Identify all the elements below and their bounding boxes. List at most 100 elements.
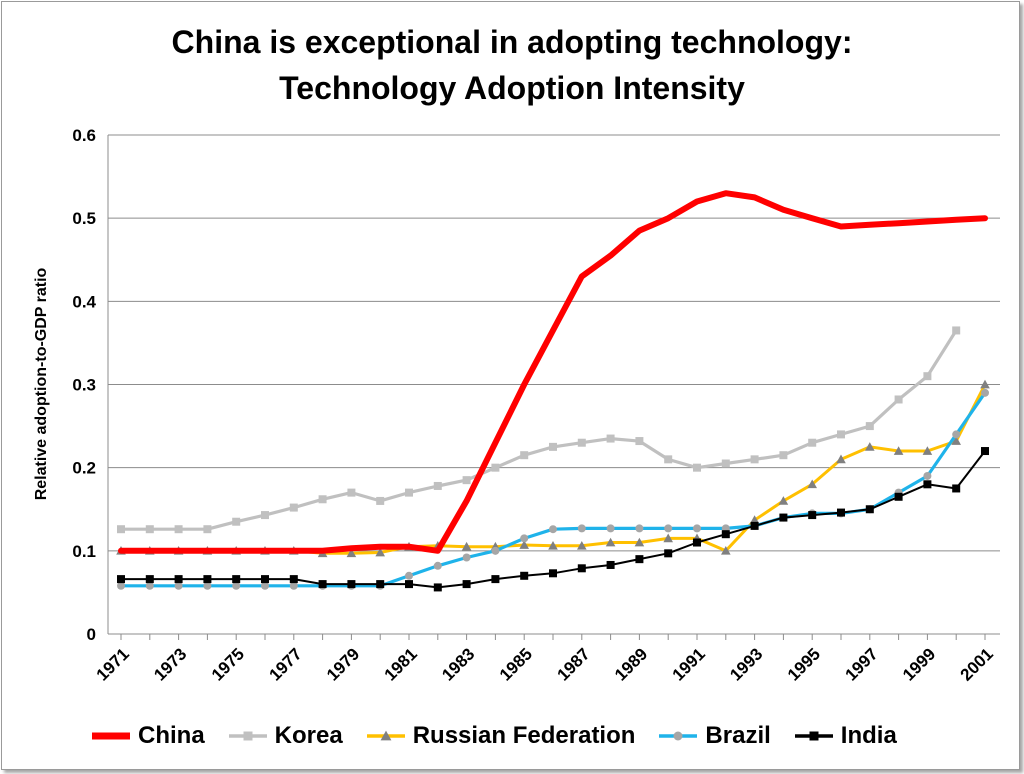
data-point: [203, 575, 212, 584]
data-point: [243, 731, 253, 741]
data-point: [433, 481, 442, 490]
legend-label: India: [840, 722, 897, 749]
legend-label: Korea: [274, 722, 343, 749]
data-point: [549, 525, 557, 534]
data-point: [174, 575, 183, 584]
data-point: [289, 503, 298, 512]
data-point: [606, 560, 615, 569]
data-point: [491, 463, 500, 472]
data-point: [865, 422, 874, 431]
data-point: [635, 437, 644, 446]
data-point: [347, 488, 356, 497]
data-point: [635, 555, 644, 564]
legend-swatch: [794, 731, 833, 741]
data-point: [922, 446, 933, 455]
data-point: [261, 575, 269, 584]
data-point: [433, 561, 442, 570]
legend-label: Brazil: [705, 722, 771, 749]
legend: China Korea Russian Federation Brazil India: [90, 722, 919, 750]
x-tick-label: 1973: [150, 644, 190, 684]
data-point: [145, 575, 154, 584]
series-line: [118, 190, 988, 554]
axes: [107, 135, 1000, 640]
data-point: [673, 731, 683, 741]
data-point: [981, 388, 989, 397]
y-tick-label: 0: [87, 625, 96, 644]
data-point: [405, 488, 413, 497]
x-tick-label: 1997: [841, 644, 881, 684]
data-point: [145, 581, 154, 590]
data-point: [923, 372, 932, 381]
data-point: [606, 524, 615, 533]
data-point: [117, 581, 125, 590]
data-point: [577, 564, 586, 573]
data-point: [520, 451, 529, 460]
x-tick-label: 1999: [899, 644, 939, 684]
data-point: [491, 546, 500, 555]
data-point: [693, 463, 701, 472]
data-point: [894, 492, 903, 501]
x-tick-label: 1983: [438, 644, 478, 684]
data-point: [836, 454, 846, 464]
legend-swatch: [228, 731, 267, 741]
data-point: [693, 524, 701, 533]
data-point: [405, 571, 413, 580]
data-point: [750, 521, 759, 530]
data-point: [807, 479, 817, 489]
data-point: [952, 326, 961, 335]
data-point: [117, 575, 125, 584]
y-tick-label: 0.5: [72, 209, 96, 228]
data-point: [261, 581, 269, 590]
data-point: [203, 525, 212, 534]
data-point: [289, 575, 298, 584]
data-point: [376, 496, 385, 505]
data-point: [923, 471, 932, 480]
data-point: [750, 455, 759, 464]
data-point: [837, 508, 845, 517]
x-tick-label: 1977: [265, 644, 305, 684]
data-point: [664, 524, 673, 533]
x-tick-label: 1975: [208, 644, 248, 684]
data-point: [462, 580, 471, 589]
data-point: [232, 581, 241, 590]
data-point: [837, 430, 845, 439]
data-point: [952, 430, 961, 439]
data-point: [721, 546, 731, 555]
x-tick-label: 1993: [726, 644, 766, 684]
x-tick-label: 1971: [93, 644, 133, 684]
data-point: [462, 553, 471, 562]
x-tick-label: 1991: [669, 644, 709, 684]
y-tick-label: 0.1: [72, 542, 96, 561]
legend-item: Korea: [227, 722, 343, 750]
legend-item: Brazil: [657, 722, 771, 750]
y-tick-label: 0.6: [72, 126, 96, 145]
data-point: [664, 455, 673, 464]
data-point: [232, 517, 241, 526]
data-point: [347, 580, 356, 589]
data-point: [462, 476, 471, 485]
data-point: [894, 395, 903, 404]
data-point: [865, 505, 874, 514]
data-point: [519, 540, 529, 549]
data-point: [174, 525, 183, 534]
data-point: [577, 438, 586, 447]
x-tick-label: 1979: [323, 644, 363, 684]
legend-item: India: [793, 722, 897, 750]
x-tick-labels: 1971 1973 1975 1977 1979 1981 1983 1985 1987 1989…: [93, 644, 997, 684]
data-point: [376, 580, 385, 589]
y-axis-label: Relative adoption-to-GDP ratio: [33, 267, 50, 500]
legend-item: Russian Federation: [365, 722, 635, 750]
data-point: [951, 436, 961, 445]
data-point: [721, 459, 730, 468]
data-point: [289, 581, 298, 590]
data-point: [779, 513, 788, 522]
data-point: [664, 549, 673, 558]
series-brazil: [117, 388, 989, 590]
x-tick-label: 1987: [553, 644, 593, 684]
y-tick-label: 0.2: [72, 459, 96, 478]
data-point: [433, 583, 442, 592]
x-tick-label: 1995: [784, 644, 824, 684]
data-point: [117, 525, 125, 534]
data-point: [779, 451, 788, 460]
